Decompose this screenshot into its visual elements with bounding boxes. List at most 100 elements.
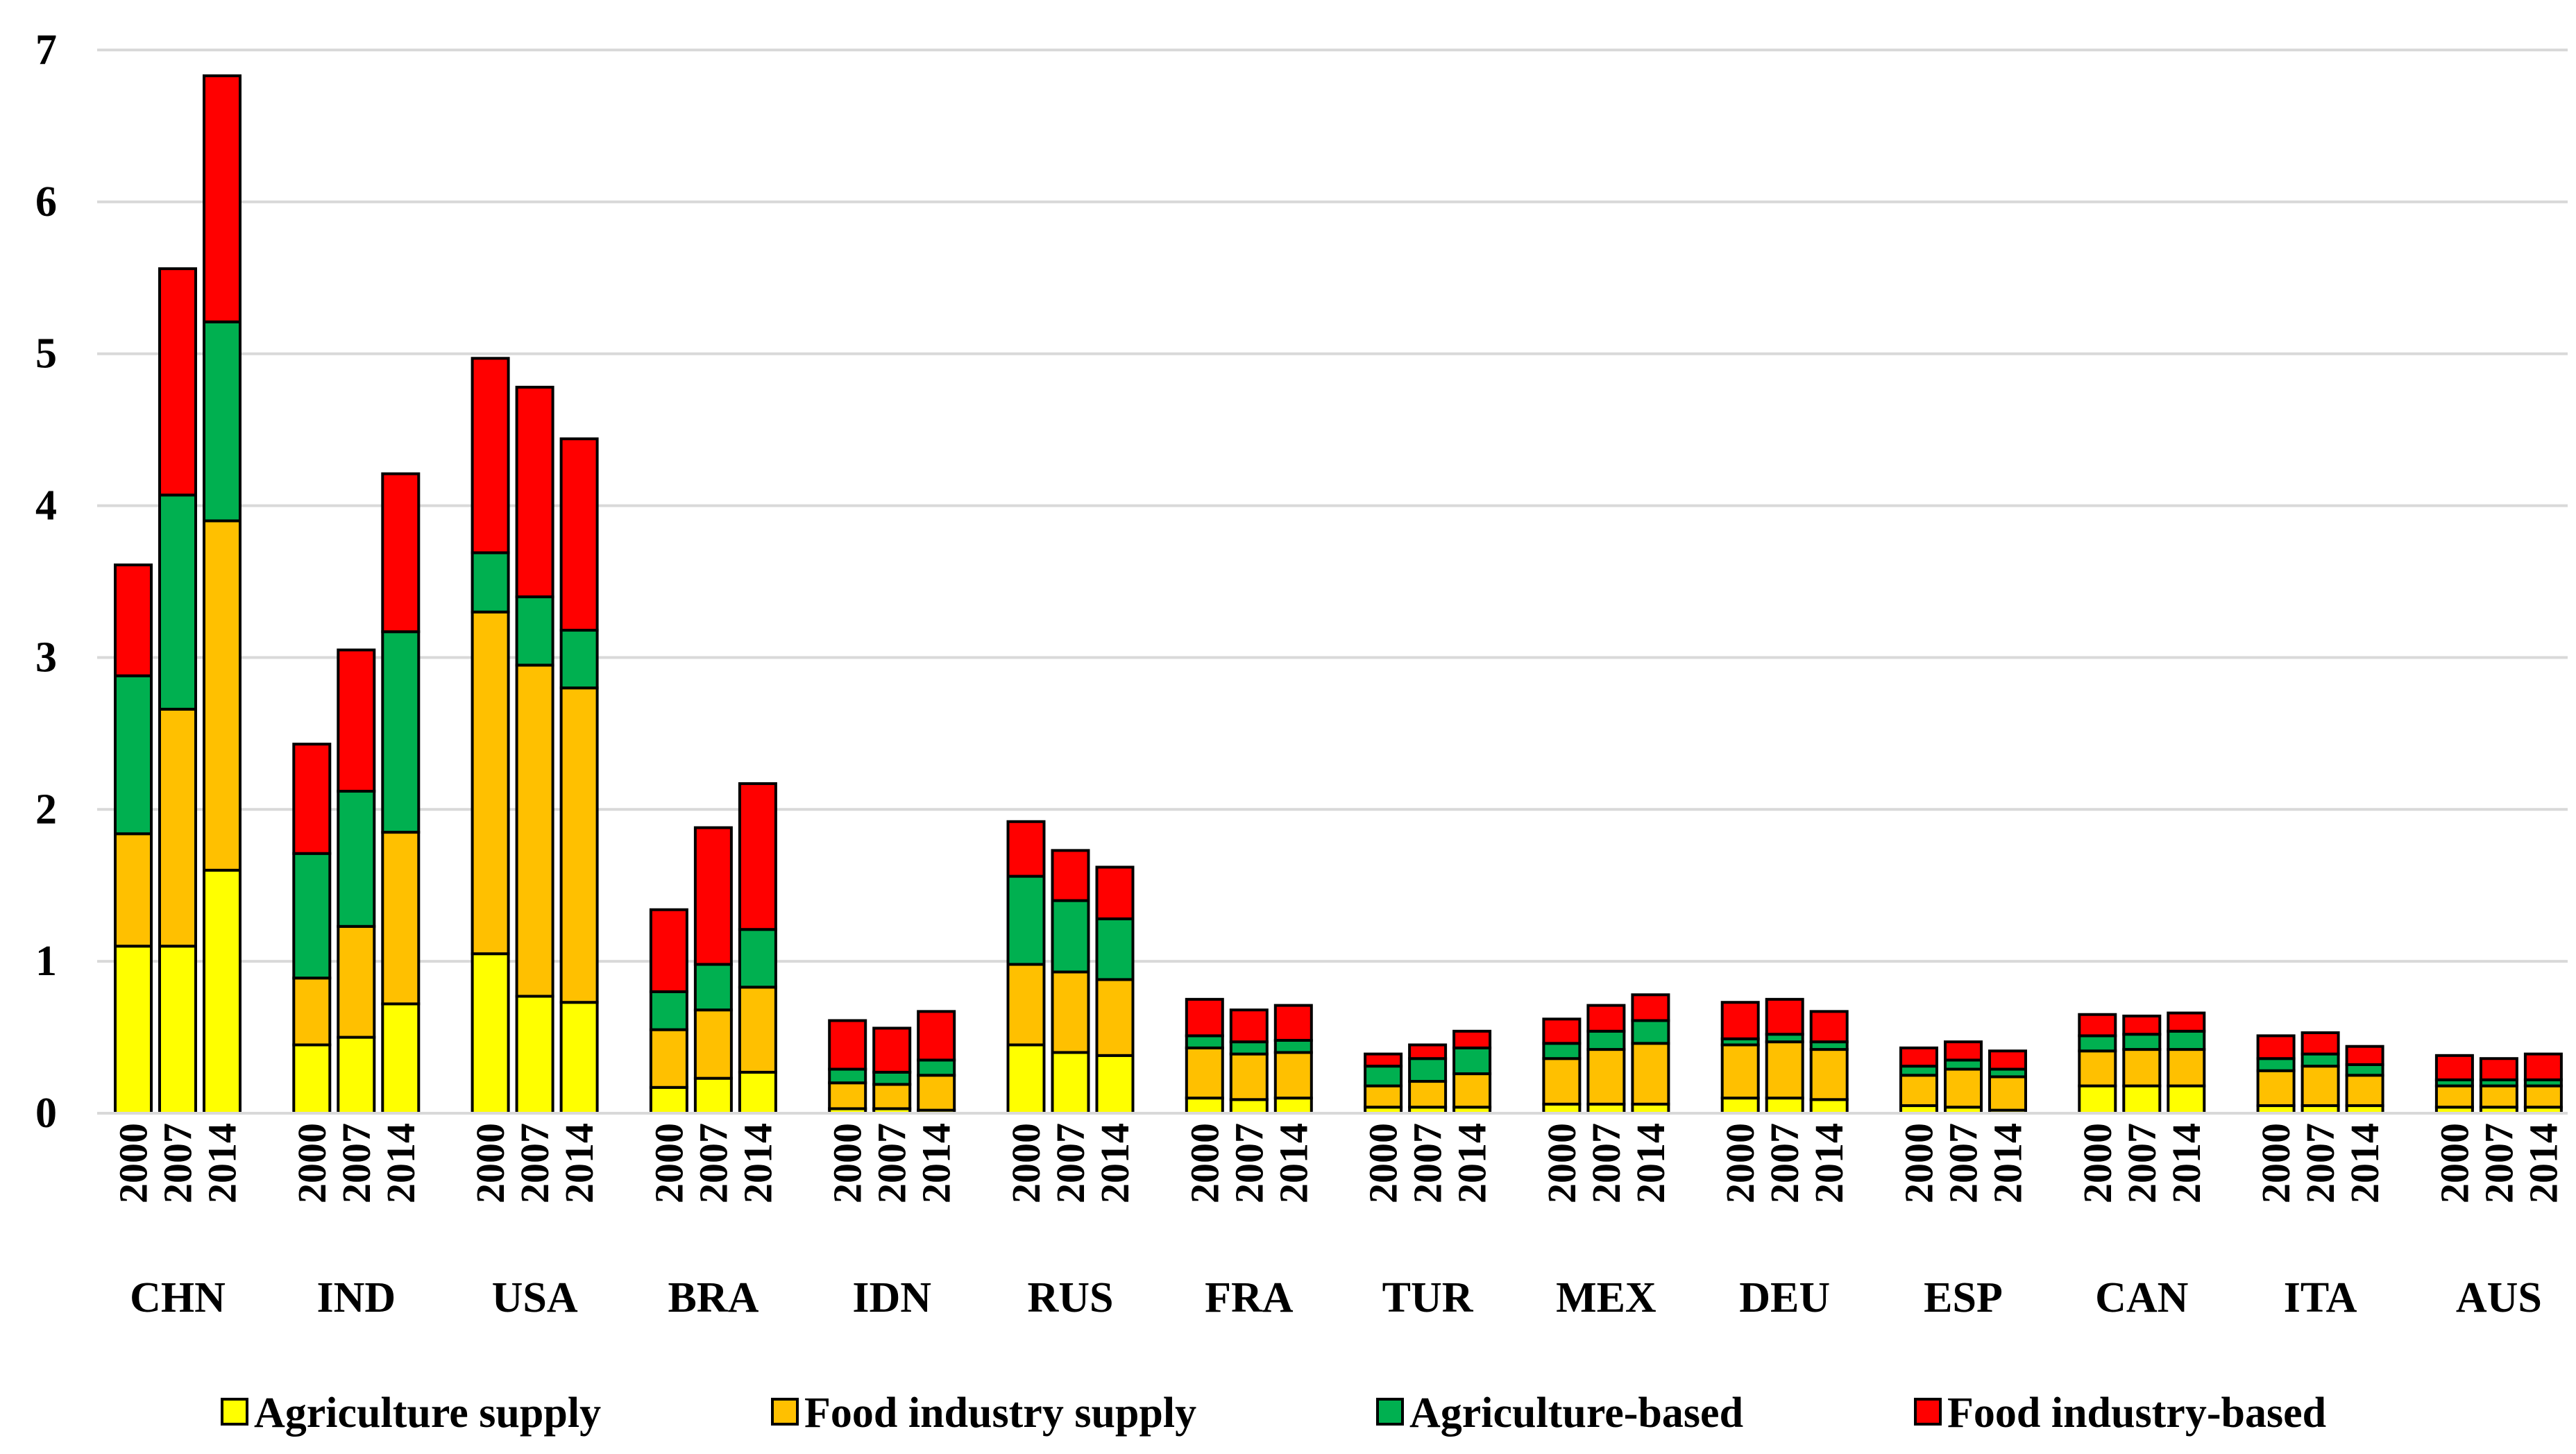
- country-label: RUS: [1027, 1274, 1113, 1321]
- year-label: 2000: [2432, 1123, 2477, 1203]
- bar-ind-2007-food-industry-based: [337, 648, 376, 793]
- year-label: 2014: [2520, 1123, 2566, 1203]
- bar-tur-2000-food-industry-based: [1364, 1052, 1403, 1068]
- bar-ind-2000-agriculture-supply: [292, 1043, 332, 1115]
- bar-chn-2000-food-industry-supply: [114, 832, 153, 948]
- country-label: AUS: [2456, 1274, 2542, 1321]
- bar-can-2014-food-industry-supply: [2167, 1048, 2206, 1088]
- bar-usa-2007-agriculture-based: [515, 595, 554, 667]
- bar-chn-2014-food-industry-based: [203, 74, 242, 323]
- bar-can-2000-food-industry-based: [2078, 1013, 2117, 1038]
- y-tick-label: 2: [35, 786, 57, 833]
- bar-usa-2007-agriculture-supply: [515, 995, 554, 1115]
- bar-bra-2000-food-industry-supply: [649, 1028, 688, 1089]
- bar-fra-2014-food-industry-supply: [1273, 1051, 1313, 1100]
- bar-aus-2007-food-industry-supply: [2479, 1084, 2518, 1109]
- bar-usa-2000-agriculture-supply: [471, 952, 510, 1115]
- country-label: USA: [492, 1274, 578, 1321]
- bar-idn-2000-food-industry-based: [828, 1019, 867, 1071]
- bar-rus-2000-food-industry-based: [1006, 820, 1046, 878]
- bar-ind-2000-agriculture-based: [292, 852, 332, 980]
- bar-mex-2000-food-industry-supply: [1542, 1057, 1582, 1106]
- year-label: 2000: [111, 1123, 156, 1203]
- bar-bra-2007-food-industry-based: [693, 826, 733, 966]
- country-label: MEX: [1556, 1274, 1656, 1321]
- bar-can-2000-agriculture-supply: [2078, 1084, 2117, 1115]
- year-label: 2000: [2075, 1123, 2120, 1203]
- bar-chn-2014-agriculture-supply: [203, 868, 242, 1115]
- bar-can-2014-food-industry-based: [2167, 1011, 2206, 1033]
- bar-ita-2000-agriculture-based: [2256, 1057, 2296, 1072]
- country-label: CAN: [2095, 1274, 2188, 1321]
- bar-deu-2007-agriculture-supply: [1765, 1097, 1804, 1115]
- bar-usa-2000-food-industry-based: [471, 357, 510, 555]
- year-label: 2007: [1762, 1123, 1807, 1203]
- year-label: 2007: [2298, 1123, 2343, 1203]
- bar-deu-2014-food-industry-supply: [1809, 1048, 1849, 1101]
- bar-bra-2014-agriculture-supply: [738, 1070, 777, 1115]
- y-axis-ticks: 0 1 2 3 4 5 6 7: [35, 26, 57, 1137]
- year-label: 2014: [914, 1123, 959, 1203]
- year-label: 2007: [334, 1123, 379, 1203]
- bar-fra-2000-food-industry-based: [1185, 997, 1224, 1038]
- country-label: ESP: [1924, 1274, 2003, 1321]
- bar-fra-2014-agriculture-supply: [1273, 1097, 1313, 1115]
- bar-bra-2000-agriculture-based: [649, 990, 688, 1031]
- year-label: 2007: [2119, 1123, 2164, 1203]
- bar-tur-2014-food-industry-supply: [1452, 1072, 1492, 1109]
- bar-can-2000-food-industry-supply: [2078, 1049, 2117, 1088]
- year-label: 2014: [1628, 1123, 1673, 1203]
- bar-esp-2007-food-industry-based: [1944, 1040, 1983, 1062]
- year-label: 2014: [2164, 1123, 2209, 1203]
- year-labels: 2000 2007 2014 2000 2007 2014 2000 2007 2014 2000…: [111, 1123, 2566, 1203]
- bar-bra-2014-food-industry-based: [738, 782, 777, 931]
- bar-deu-2007-food-industry-based: [1765, 997, 1804, 1036]
- bar-fra-2007-agriculture-supply: [1229, 1098, 1269, 1115]
- bar-ind-2014-food-industry-based: [381, 472, 421, 634]
- bar-rus-2007-agriculture-based: [1051, 899, 1090, 974]
- year-label: 2007: [1584, 1123, 1629, 1203]
- year-label: 2000: [646, 1123, 691, 1203]
- bar-mex-2007-food-industry-based: [1586, 1004, 1626, 1033]
- bar-ita-2014-agriculture-based: [2345, 1063, 2384, 1077]
- year-label: 2014: [200, 1123, 245, 1203]
- bar-fra-2000-food-industry-supply: [1185, 1046, 1224, 1100]
- year-label: 2000: [825, 1123, 870, 1203]
- bar-deu-2000-food-industry-based: [1720, 1001, 1760, 1040]
- legend: Agriculture supply Food industry supply Ag…: [221, 1389, 2326, 1437]
- year-label: 2000: [1539, 1123, 1584, 1203]
- bar-fra-2007-food-industry-supply: [1229, 1052, 1269, 1101]
- legend-swatch-food-industry-supply: [771, 1398, 799, 1426]
- bar-ita-2000-food-industry-supply: [2256, 1069, 2296, 1108]
- bar-chn-2000-agriculture-based: [114, 674, 153, 836]
- bar-fra-2000-agriculture-based: [1185, 1034, 1224, 1049]
- bar-tur-2007-agriculture-based: [1408, 1057, 1448, 1083]
- year-label: 2000: [1361, 1123, 1406, 1203]
- bar-can-2007-food-industry-supply: [2122, 1048, 2162, 1088]
- y-tick-label: 6: [35, 178, 57, 226]
- country-label: IDN: [852, 1274, 931, 1321]
- bar-chn-2007-agriculture-based: [158, 493, 197, 711]
- bar-idn-2007-agriculture-based: [872, 1070, 912, 1086]
- bar-deu-2007-food-industry-supply: [1765, 1040, 1804, 1100]
- bar-fra-2014-agriculture-based: [1273, 1038, 1313, 1054]
- bar-ita-2014-food-industry-supply: [2345, 1074, 2384, 1108]
- bar-mex-2014-agriculture-based: [1631, 1019, 1670, 1045]
- bar-deu-2014-food-industry-based: [1809, 1010, 1849, 1044]
- y-tick-label: 4: [35, 482, 57, 530]
- legend-label: Agriculture supply: [254, 1389, 601, 1437]
- bar-ita-2007-food-industry-based: [2300, 1031, 2340, 1056]
- bar-usa-2007-food-industry-supply: [515, 663, 554, 998]
- bar-idn-2014-food-industry-supply: [917, 1074, 956, 1112]
- bar-rus-2000-food-industry-supply: [1006, 963, 1046, 1047]
- bar-ind-2014-food-industry-supply: [381, 831, 421, 1006]
- country-label: ITA: [2284, 1274, 2357, 1321]
- bar-deu-2014-agriculture-supply: [1809, 1098, 1849, 1115]
- year-label: 2007: [1941, 1123, 1986, 1203]
- bar-aus-2000-food-industry-supply: [2434, 1084, 2474, 1109]
- bar-tur-2014-agriculture-based: [1452, 1046, 1492, 1076]
- country-label: TUR: [1382, 1274, 1474, 1321]
- country-label: FRA: [1205, 1274, 1294, 1321]
- year-label: 2000: [1897, 1123, 1942, 1203]
- year-label: 2007: [512, 1123, 557, 1203]
